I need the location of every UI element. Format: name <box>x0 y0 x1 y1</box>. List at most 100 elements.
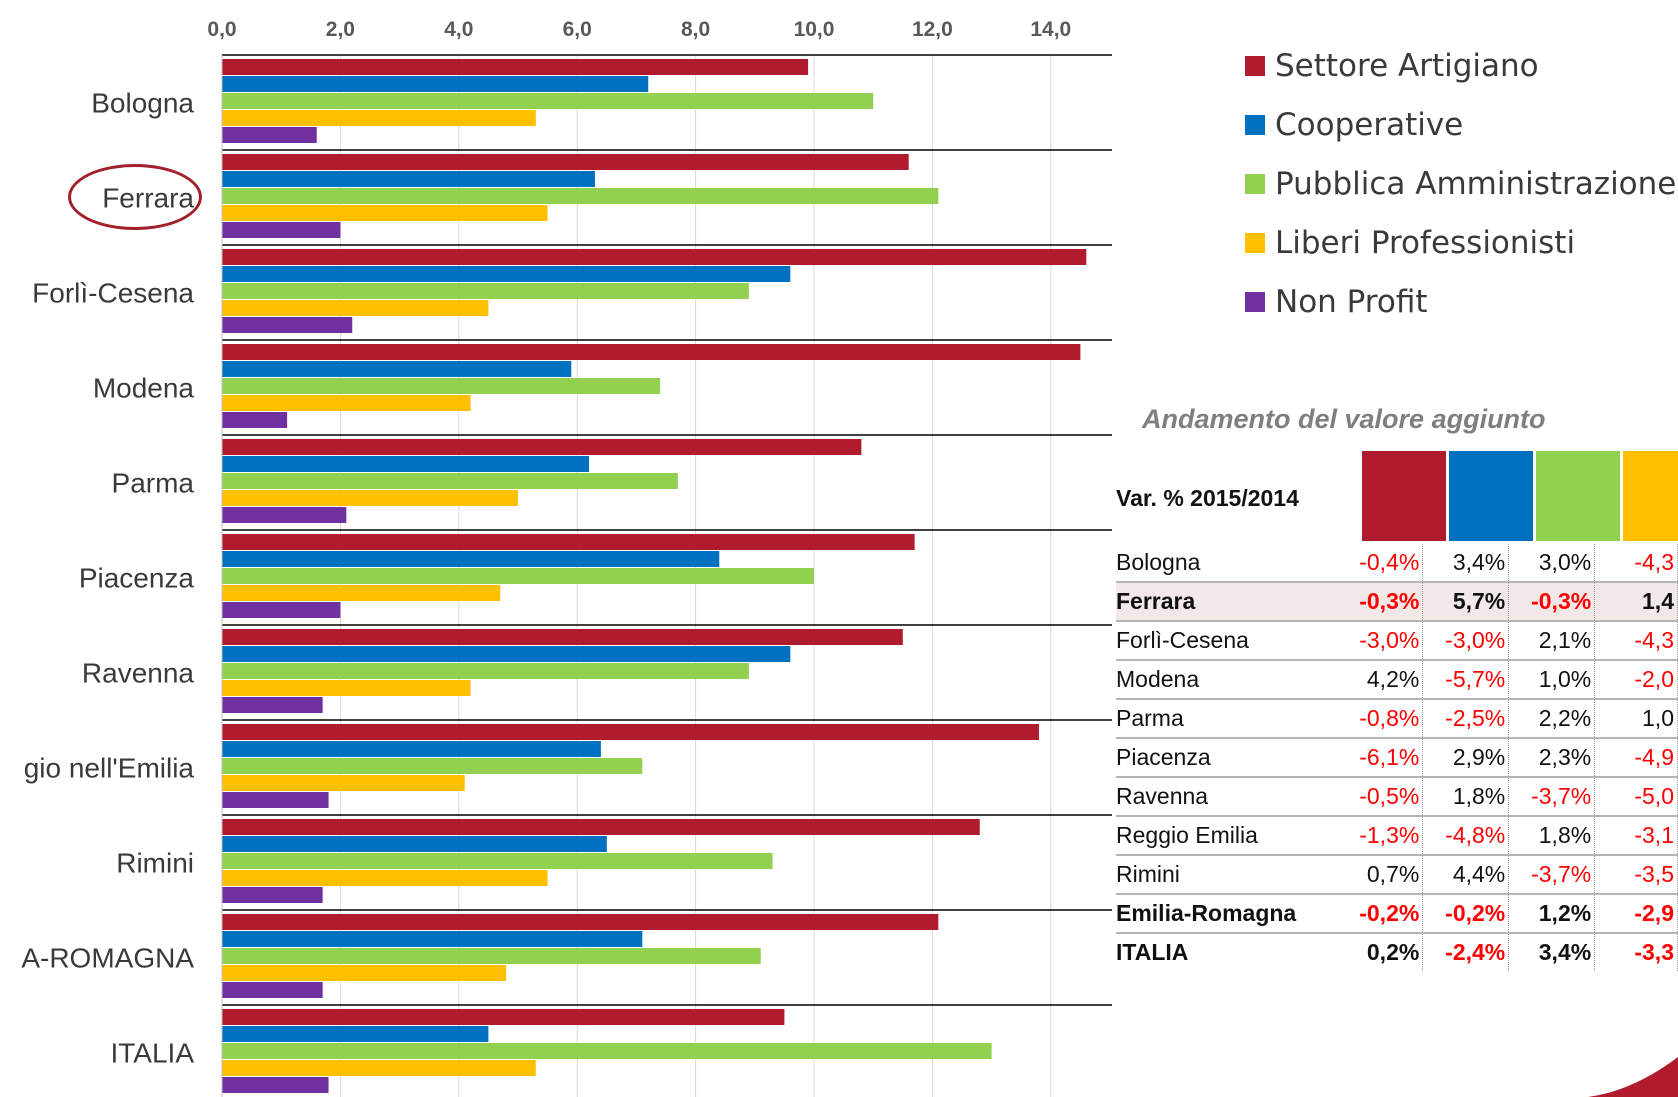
legend-label: Settore Artigiano <box>1275 47 1539 84</box>
bar <box>222 378 661 394</box>
row-value: -3,7% <box>1508 855 1596 895</box>
bar <box>222 585 501 601</box>
x-tick-label: 14,0 <box>1030 18 1071 41</box>
category-label: A-ROMAGNA <box>21 943 194 974</box>
table-row: Parma -0,8% -2,5% 2,2% 1,0 <box>1116 699 1678 739</box>
bar <box>222 724 1039 740</box>
bar <box>222 965 507 981</box>
row-value: 2,9% <box>1422 738 1510 778</box>
legend-swatch <box>1245 173 1265 194</box>
bar <box>222 361 572 377</box>
bar <box>222 602 341 618</box>
row-value: -1,3% <box>1337 816 1424 856</box>
row-name: Ferrara <box>1116 582 1338 622</box>
bar <box>222 127 317 143</box>
header-color-swatch <box>1536 451 1620 541</box>
bar <box>222 697 323 713</box>
bar <box>222 507 347 523</box>
row-value: -2,5% <box>1422 699 1510 739</box>
row-name: Piacenza <box>1116 738 1338 778</box>
row-value: -0,3% <box>1337 582 1424 622</box>
bar <box>222 412 288 428</box>
category-label: Forlì-Cesena <box>32 278 194 309</box>
category-label: Bologna <box>91 88 194 119</box>
table-row: Ravenna -0,5% 1,8% -3,7% -5,0 <box>1116 777 1678 817</box>
bar <box>222 982 323 998</box>
bar <box>222 1060 536 1076</box>
row-value: -0,4% <box>1337 544 1424 583</box>
bar <box>222 887 323 903</box>
table-row: Reggio Emilia -1,3% -4,8% 1,8% -3,1 <box>1116 816 1678 856</box>
bar <box>222 1026 489 1042</box>
bar <box>222 792 329 808</box>
row-name: Modena <box>1116 660 1338 700</box>
x-tick-label: 12,0 <box>912 18 953 41</box>
bar <box>222 188 939 204</box>
bar <box>222 344 1081 360</box>
legend-swatch <box>1245 232 1265 253</box>
row-value: 4,2% <box>1337 660 1424 700</box>
table-title: Andamento del valore aggiunto <box>1142 404 1546 434</box>
category-label: ITALIA <box>110 1038 194 1069</box>
row-value: 2,1% <box>1508 621 1596 661</box>
row-value: -0,2% <box>1337 894 1424 934</box>
x-tick-label: 8,0 <box>681 18 710 41</box>
table-row: Ferrara -0,3% 5,7% -0,3% 1,4 <box>1116 582 1678 622</box>
bar <box>222 59 809 75</box>
bar <box>222 205 548 221</box>
legend-swatch <box>1245 114 1265 135</box>
bar <box>222 836 607 852</box>
bar <box>222 222 341 238</box>
row-value: 2,2% <box>1508 699 1596 739</box>
legend-item: Liberi Professionisti <box>1245 213 1676 272</box>
bar <box>222 456 590 472</box>
row-value: 3,4% <box>1422 544 1510 583</box>
row-value: -0,5% <box>1337 777 1424 817</box>
bar <box>222 680 471 696</box>
legend-label: Liberi Professionisti <box>1275 224 1576 261</box>
row-value: -4,9 <box>1594 738 1678 778</box>
row-name: Emilia-Romagna <box>1116 894 1338 934</box>
row-value: 1,0% <box>1508 660 1596 700</box>
table-row: Emilia-Romagna -0,2% -0,2% 1,2% -2,9 <box>1116 894 1678 934</box>
bar <box>222 283 749 299</box>
category-label: Ravenna <box>82 658 195 689</box>
table-row: Rimini 0,7% 4,4% -3,7% -3,5 <box>1116 855 1678 895</box>
category-label: Parma <box>112 468 195 499</box>
x-tick-label: 10,0 <box>794 18 835 41</box>
bar <box>222 395 471 411</box>
table-row: Piacenza -6,1% 2,9% 2,3% -4,9 <box>1116 738 1678 778</box>
row-name: Bologna <box>1116 544 1338 583</box>
bar <box>222 629 903 645</box>
bar <box>222 819 980 835</box>
row-value: -3,0% <box>1337 621 1424 661</box>
bar <box>222 439 862 455</box>
table-row: Modena 4,2% -5,7% 1,0% -2,0 <box>1116 660 1678 700</box>
row-value: -5,7% <box>1422 660 1510 700</box>
row-value: -2,4% <box>1422 933 1510 971</box>
row-name: Parma <box>1116 699 1338 739</box>
row-value: 3,0% <box>1508 544 1596 583</box>
legend-item: Non Profit <box>1245 272 1676 331</box>
table-header-label: Var. % 2015/2014 <box>1116 485 1299 511</box>
row-value: 5,7% <box>1422 582 1510 622</box>
row-value: -3,7% <box>1508 777 1596 817</box>
x-tick-label: 6,0 <box>563 18 592 41</box>
legend-item: Cooperative <box>1245 95 1676 154</box>
bar <box>222 300 489 316</box>
row-value: -4,3 <box>1594 621 1678 661</box>
row-value: -0,2% <box>1422 894 1510 934</box>
row-name: Forlì-Cesena <box>1116 621 1338 661</box>
row-value: -3,5 <box>1594 855 1678 895</box>
bar <box>222 551 720 567</box>
bar <box>222 775 465 791</box>
row-value: 2,3% <box>1508 738 1596 778</box>
corner-decoration <box>1588 1057 1678 1097</box>
row-value: 4,4% <box>1422 855 1510 895</box>
bar <box>222 741 601 757</box>
legend-swatch <box>1245 55 1265 76</box>
bar <box>222 171 595 187</box>
table-row: Forlì-Cesena -3,0% -3,0% 2,1% -4,3 <box>1116 621 1678 661</box>
row-value: 0,2% <box>1337 933 1424 971</box>
category-label: Piacenza <box>79 563 195 594</box>
